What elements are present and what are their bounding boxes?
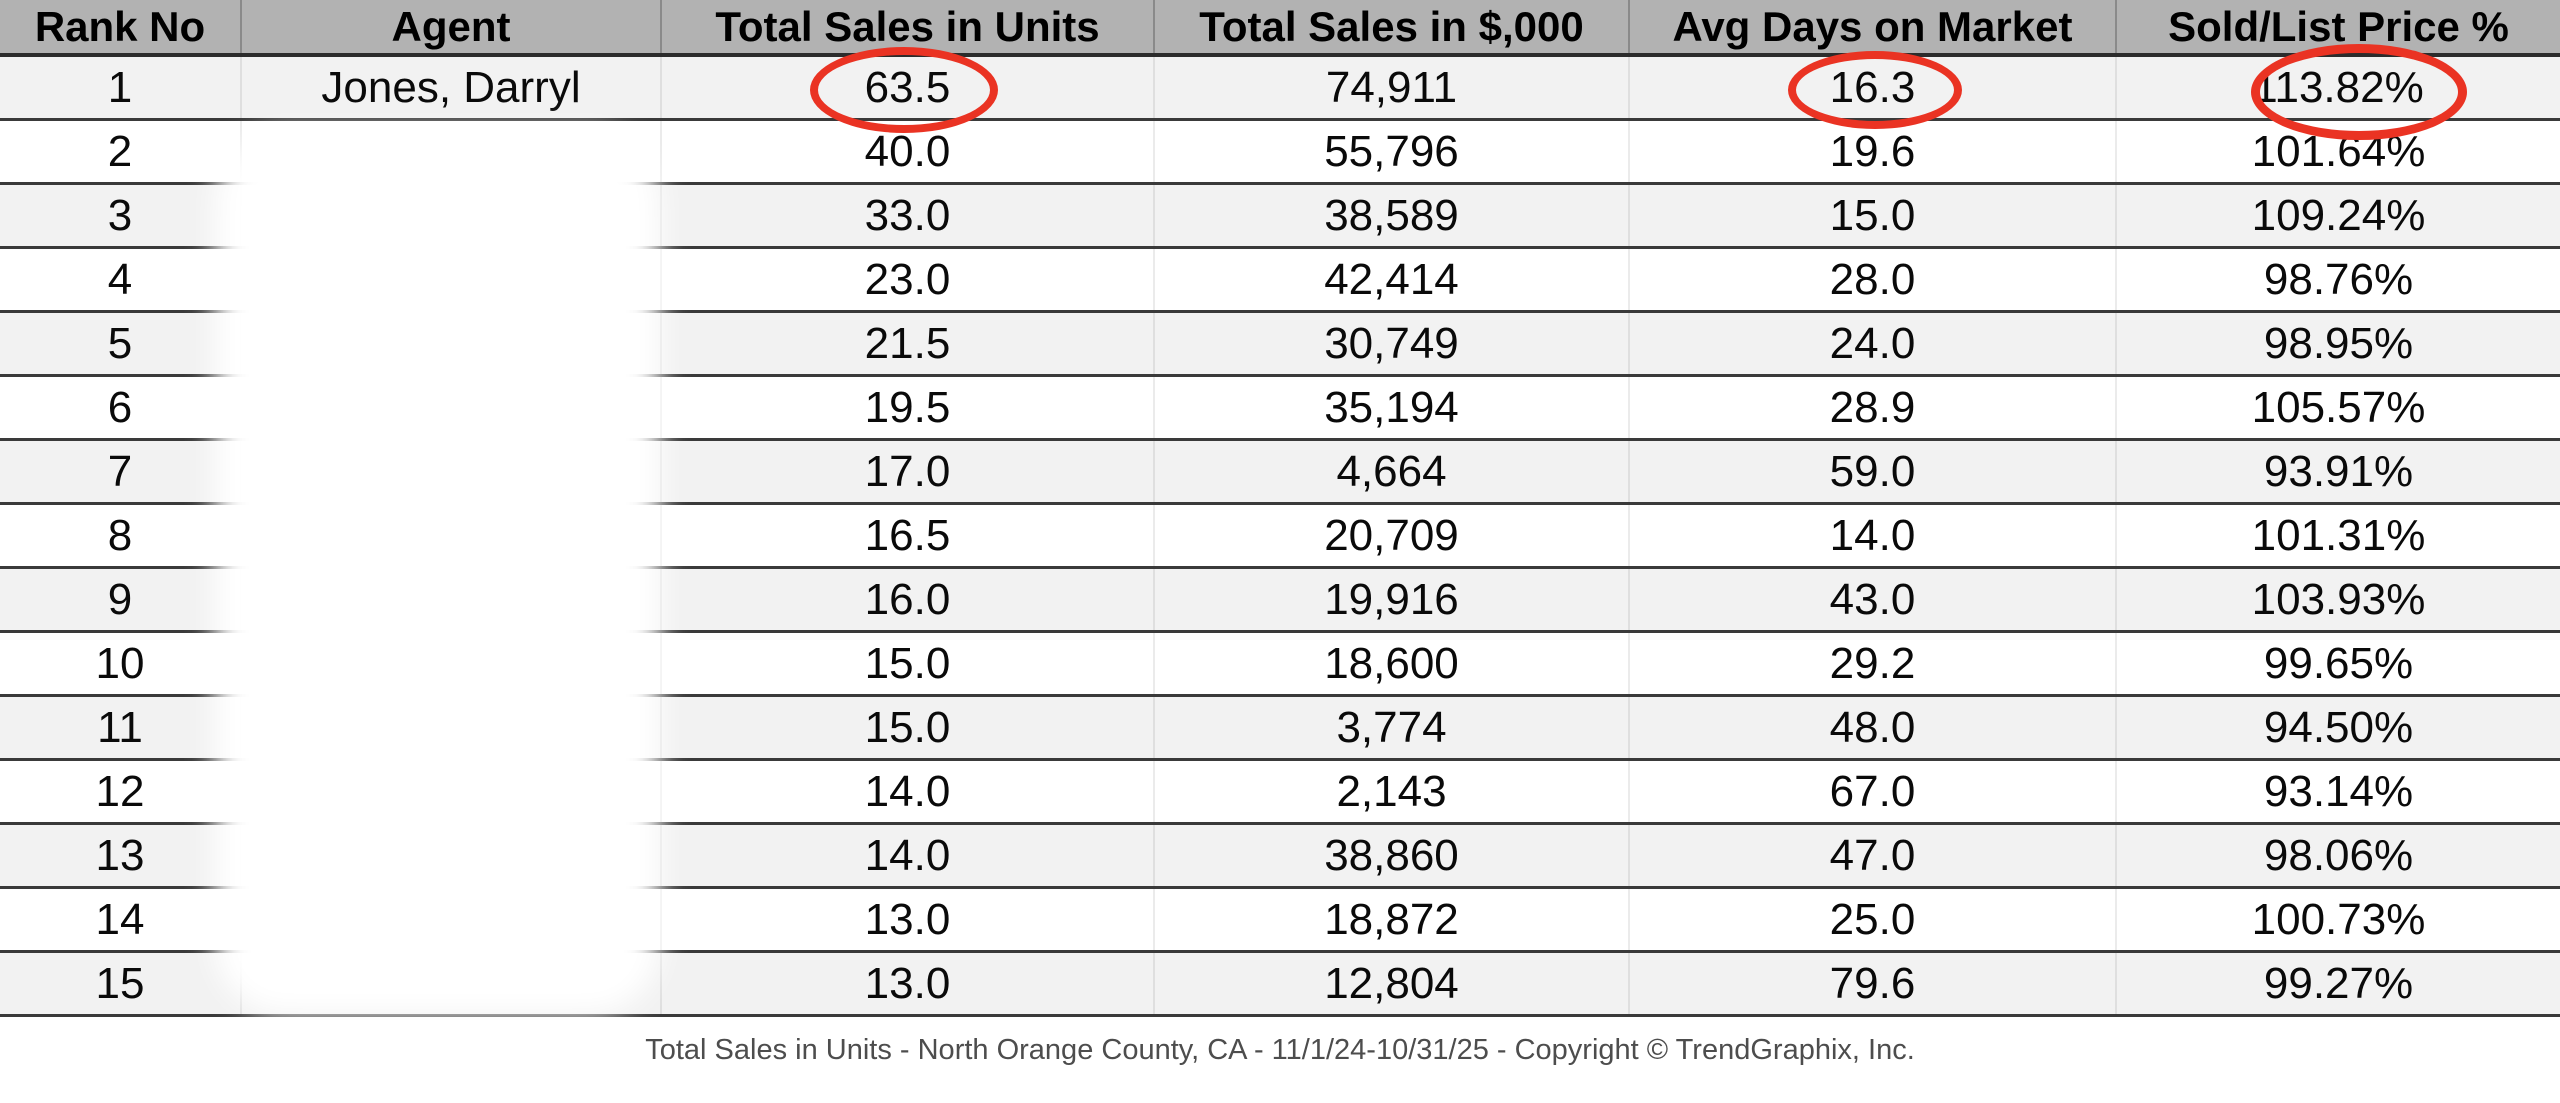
cell-units: 13.0	[660, 889, 1153, 950]
cell-units: 15.0	[660, 697, 1153, 758]
table-row-rank-1: 1 Jones, Darryl 63.5 74,911 16.3 113.82%	[0, 57, 2560, 121]
cell-rank: 3	[107, 190, 133, 240]
agent-ranking-table: Rank No Agent Total Sales in Units Total Sa…	[0, 0, 2560, 1017]
cell-sold-list-pct: 105.57%	[2115, 377, 2560, 438]
cell-sales-000: 3,774	[1153, 697, 1628, 758]
cell-sales-000: 55,796	[1153, 121, 1628, 182]
cell-avg-days: 47.0	[1628, 825, 2115, 886]
cell-sold-list-pct: 98.76%	[2115, 249, 2560, 310]
cell-units: 33.0	[660, 185, 1153, 246]
cell-sales-000: 18,600	[1153, 633, 1628, 694]
cell-rank: 11	[97, 702, 143, 752]
cell-rank: 9	[107, 574, 133, 624]
cell-sold-list-pct: 99.27%	[2115, 953, 2560, 1014]
column-header-rank-no: Rank No	[34, 2, 206, 50]
cell-avg-days: 28.9	[1628, 377, 2115, 438]
cell-sales-000: 12,804	[1153, 953, 1628, 1014]
column-header-total-sales-in-units: Total Sales in Units	[660, 0, 1153, 53]
cell-sales-000: 74,911	[1153, 57, 1628, 118]
cell-sold-list-pct: 103.93%	[2115, 569, 2560, 630]
cell-units: 19.5	[660, 377, 1153, 438]
cell-sold-list-pct: 98.95%	[2115, 313, 2560, 374]
cell-avg-days: 15.0	[1628, 185, 2115, 246]
cell-rank: 2	[107, 126, 133, 176]
column-header-agent: Agent	[240, 0, 660, 53]
cell-sales-000: 4,664	[1153, 441, 1628, 502]
cell-sold-list-pct: 101.31%	[2115, 505, 2560, 566]
cell-rank: 12	[95, 766, 145, 816]
cell-units: 13.0	[660, 953, 1153, 1014]
cell-sales-000: 18,872	[1153, 889, 1628, 950]
cell-sales-000: 38,860	[1153, 825, 1628, 886]
cell-units: 40.0	[660, 121, 1153, 182]
column-header-avg-days-on-market: Avg Days on Market	[1628, 0, 2115, 53]
highlight-ellipse-units	[810, 47, 998, 133]
cell-rank: 10	[95, 638, 145, 688]
cell-avg-days: 24.0	[1628, 313, 2115, 374]
cell-sales-000: 38,589	[1153, 185, 1628, 246]
redacted-agent-names-blur	[215, 132, 660, 1014]
column-header-sold-list-price: Sold/List Price %	[2115, 0, 2560, 53]
cell-avg-days: 29.2	[1628, 633, 2115, 694]
cell-rank: 1	[107, 62, 133, 112]
cell-rank: 13	[95, 830, 145, 880]
cell-avg-days: 14.0	[1628, 505, 2115, 566]
cell-sales-000: 35,194	[1153, 377, 1628, 438]
cell-avg-days: 59.0	[1628, 441, 2115, 502]
cell-units: 14.0	[660, 761, 1153, 822]
cell-units: 16.5	[660, 505, 1153, 566]
cell-sales-000: 20,709	[1153, 505, 1628, 566]
cell-units: 23.0	[660, 249, 1153, 310]
highlight-ellipse-avg-days	[1788, 51, 1962, 129]
cell-units: 14.0	[660, 825, 1153, 886]
report-caption: Total Sales in Units - North Orange Coun…	[645, 1034, 1915, 1066]
cell-sales-000: 42,414	[1153, 249, 1628, 310]
cell-sold-list-pct: 109.24%	[2115, 185, 2560, 246]
cell-rank: 4	[107, 254, 133, 304]
cell-avg-days: 48.0	[1628, 697, 2115, 758]
cell-sales-000: 2,143	[1153, 761, 1628, 822]
cell-rank: 14	[95, 894, 145, 944]
cell-rank: 5	[107, 318, 133, 368]
cell-sold-list-pct: 93.91%	[2115, 441, 2560, 502]
table-header-row: Rank No Agent Total Sales in Units Total Sa…	[0, 0, 2560, 57]
cell-agent: Jones, Darryl	[240, 57, 660, 118]
cell-avg-days: 79.6	[1628, 953, 2115, 1014]
cell-units: 17.0	[660, 441, 1153, 502]
cell-sold-list-pct: 100.73%	[2115, 889, 2560, 950]
cell-avg-days: 67.0	[1628, 761, 2115, 822]
cell-avg-days: 28.0	[1628, 249, 2115, 310]
cell-sold-list-pct: 93.14%	[2115, 761, 2560, 822]
cell-rank: 15	[95, 958, 145, 1008]
cell-rank: 7	[107, 446, 133, 496]
cell-sold-list-pct: 99.65%	[2115, 633, 2560, 694]
cell-sales-000: 30,749	[1153, 313, 1628, 374]
highlight-ellipse-sold-list-pct	[2251, 44, 2467, 140]
cell-units: 16.0	[660, 569, 1153, 630]
cell-units: 15.0	[660, 633, 1153, 694]
cell-sales-000: 19,916	[1153, 569, 1628, 630]
cell-avg-days: 19.6	[1628, 121, 2115, 182]
column-header-total-sales-in-000: Total Sales in $,000	[1153, 0, 1628, 53]
cell-rank: 6	[107, 382, 133, 432]
cell-sold-list-pct: 98.06%	[2115, 825, 2560, 886]
cell-units: 21.5	[660, 313, 1153, 374]
cell-avg-days: 25.0	[1628, 889, 2115, 950]
cell-avg-days: 43.0	[1628, 569, 2115, 630]
cell-sold-list-pct: 94.50%	[2115, 697, 2560, 758]
cell-rank: 8	[107, 510, 133, 560]
